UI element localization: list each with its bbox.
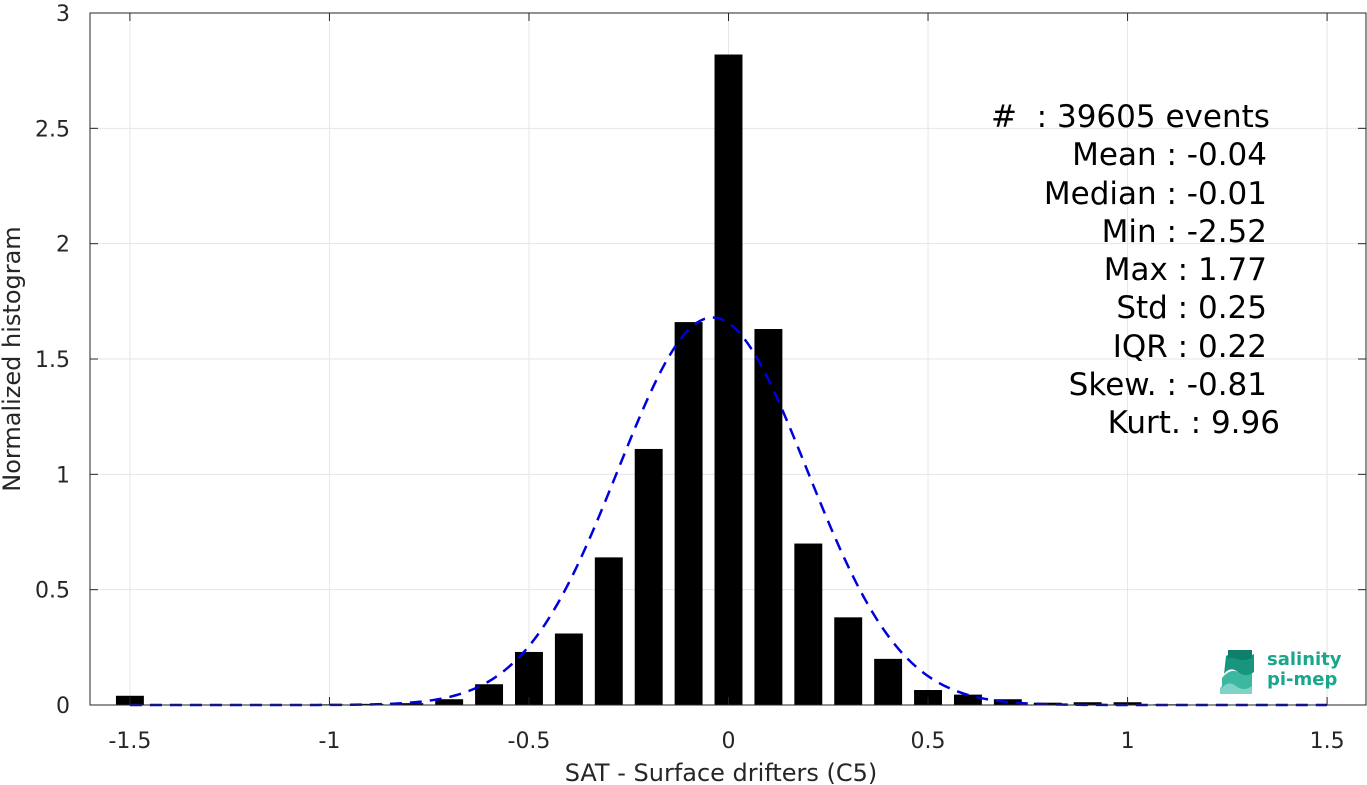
y-axis-label: Normalized histogram: [0, 226, 26, 491]
stat-line: Max : 1.77: [1103, 252, 1267, 289]
histogram-bar: [594, 557, 623, 705]
stat-line: Median : -0.01: [1043, 175, 1267, 212]
x-tick-label: 1.5: [1310, 729, 1345, 754]
stat-line: Std : 0.25: [1116, 290, 1267, 327]
y-tick-label: 0: [56, 694, 70, 719]
stat-line: IQR : 0.22: [1112, 328, 1267, 365]
x-tick-label: 0: [722, 729, 736, 754]
x-tick-label: -1: [318, 729, 340, 754]
y-tick-label: 0.5: [35, 579, 70, 604]
histogram-bar: [475, 684, 504, 705]
x-tick-label: 0.5: [911, 729, 946, 754]
y-tick-label: 1: [56, 463, 70, 488]
histogram-bar: [754, 329, 783, 705]
x-tick-label: 1: [1121, 729, 1135, 754]
x-tick-labels: -1.5 -1 -0.5 0 0.5 1 1.5: [108, 729, 1344, 754]
stat-line: # : 39605 events: [991, 99, 1270, 135]
y-tick-label: 2.5: [35, 117, 70, 142]
histogram-bars: [115, 54, 1182, 706]
stat-line: Min : -2.52: [1101, 213, 1267, 250]
logo-text-salinity: salinity: [1267, 649, 1342, 670]
y-tick-label: 2: [56, 233, 70, 258]
statistics-panel: # : 39605 events Mean : -0.04 Median : -0.…: [991, 98, 1280, 443]
x-tick-label: -1.5: [108, 729, 151, 754]
stat-line: Kurt. : 9.96: [1107, 405, 1280, 442]
histogram-bar: [634, 448, 663, 705]
histogram-bar: [794, 543, 823, 705]
histogram-bar: [435, 699, 464, 705]
histogram-bar: [395, 703, 424, 705]
x-axis-label: SAT - Surface drifters (C5): [565, 759, 878, 785]
histogram-bar: [554, 633, 583, 705]
y-tick-label: 3: [56, 2, 70, 27]
y-tick-label: 1.5: [35, 348, 70, 373]
histogram-bar: [355, 703, 384, 705]
histogram-bar: [714, 54, 743, 705]
histogram-bar: [874, 658, 903, 705]
stat-line: Mean : -0.04: [1072, 137, 1267, 174]
stat-line: Skew. : -0.81: [1068, 367, 1267, 404]
x-tick-label: -0.5: [508, 729, 551, 754]
y-tick-labels: 0 0.5 1 1.5 2 2.5 3: [35, 2, 70, 719]
histogram-bar: [834, 617, 863, 705]
histogram-bar: [515, 651, 543, 705]
histogram-bar: [674, 322, 703, 705]
histogram-bar: [953, 694, 982, 705]
salinity-pi-mep-logo: [1220, 650, 1254, 694]
logo-text-pi-mep: pi-mep: [1267, 669, 1338, 690]
axis-ticks: [90, 12, 1366, 706]
wave-icon: [1220, 650, 1254, 694]
